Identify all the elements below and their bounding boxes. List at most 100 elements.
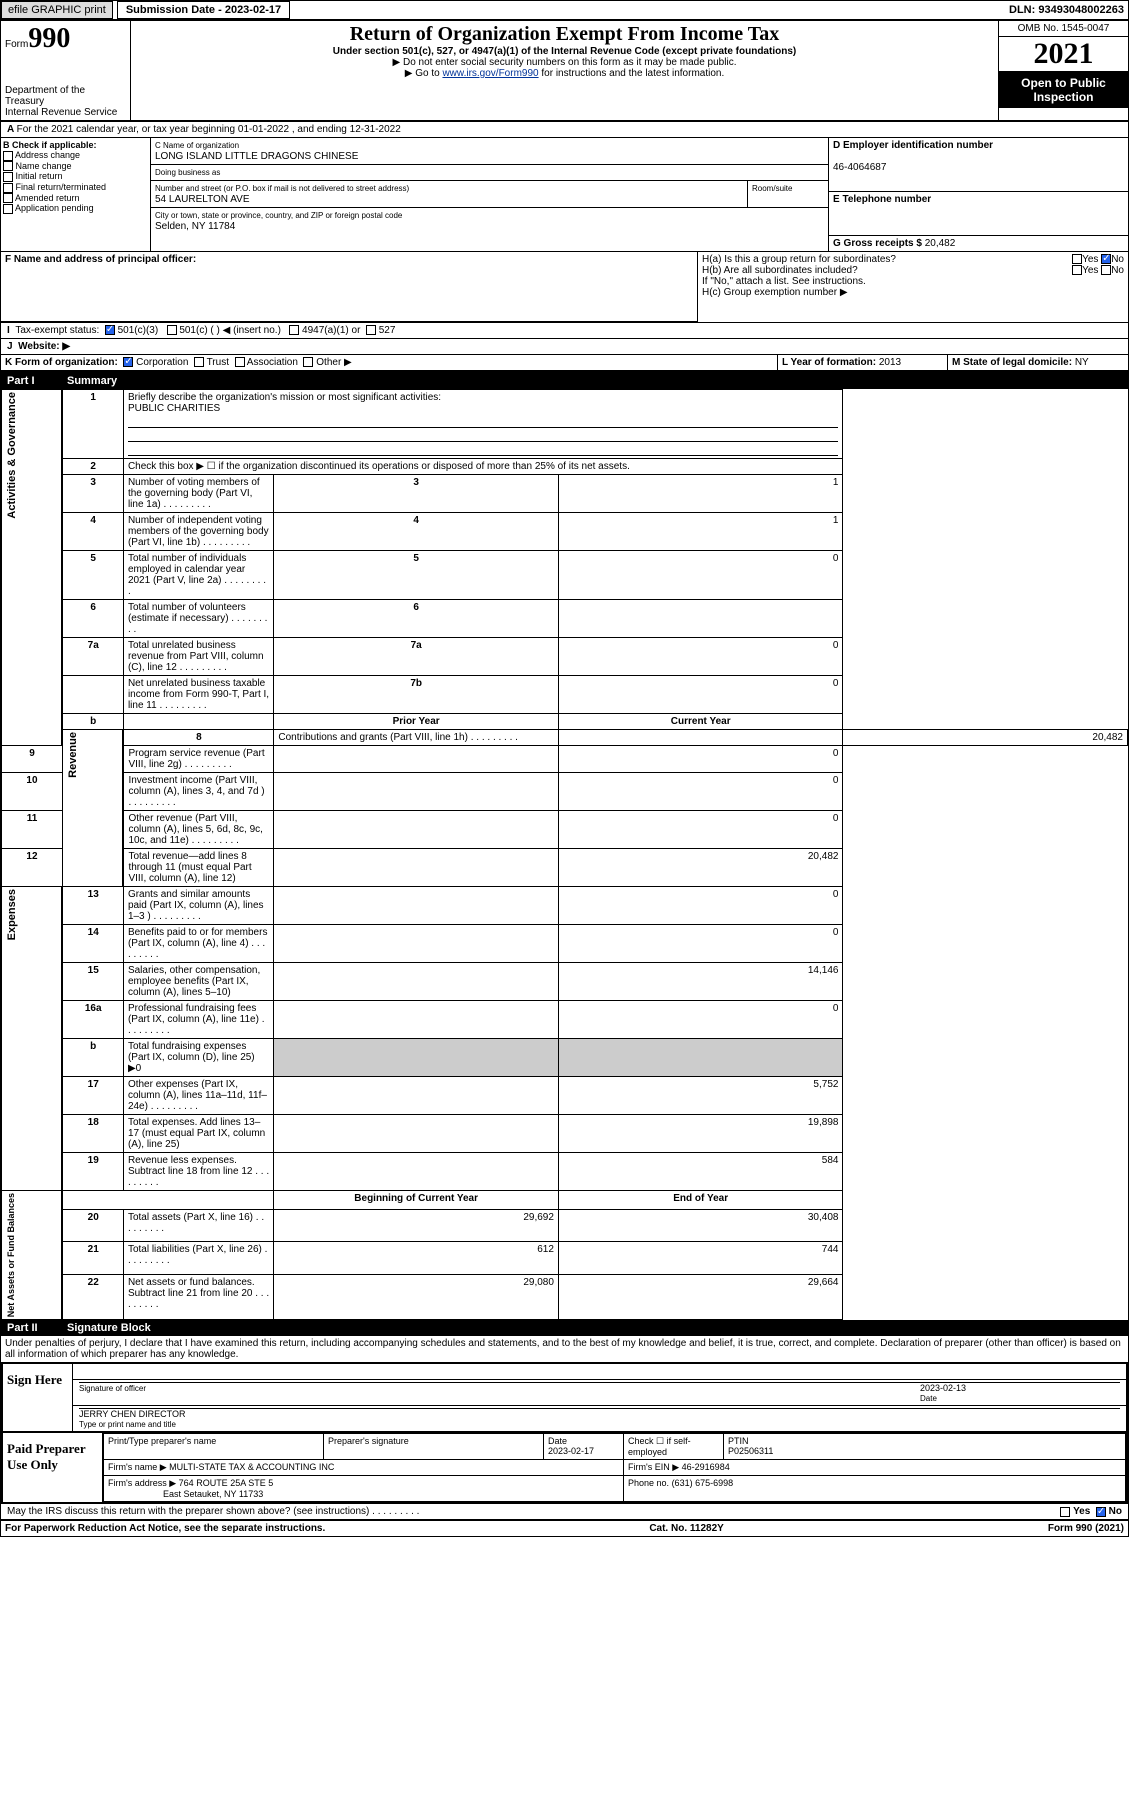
paid-preparer-block: Paid Preparer Use Only Print/Type prepar… (1, 1433, 1128, 1504)
exp-row: 16aProfessional fundraising fees (Part I… (2, 1001, 1128, 1039)
exp-row: 19Revenue less expenses. Subtract line 1… (2, 1153, 1128, 1191)
chk-527[interactable] (366, 325, 376, 335)
h-b-note: If "No," attach a list. See instructions… (702, 276, 1124, 287)
gov-row: 5Total number of individuals employed in… (2, 551, 1128, 600)
year-formation-label: L Year of formation: (782, 357, 876, 368)
efile-print-button[interactable]: efile GRAPHIC print (1, 1, 113, 19)
line1-label: Briefly describe the organization's miss… (128, 392, 441, 403)
gov-row: 6Total number of volunteers (estimate if… (2, 600, 1128, 638)
form-990: 990 (28, 23, 70, 54)
city-state-zip: Selden, NY 11784 (155, 221, 235, 232)
gross-receipts: 20,482 (925, 238, 956, 249)
h-b: H(b) Are all subordinates included? (702, 265, 858, 276)
phone-label: E Telephone number (833, 194, 931, 205)
chk-trust[interactable] (194, 357, 204, 367)
gross-receipts-label: G Gross receipts $ (833, 238, 922, 249)
gov-row: Net unrelated business taxable income fr… (2, 676, 1128, 714)
exp-row: 18Total expenses. Add lines 13–17 (must … (2, 1115, 1128, 1153)
net-row: 20Total assets (Part X, line 16)29,69230… (2, 1210, 1128, 1242)
chk-other[interactable] (303, 357, 313, 367)
footer-left: For Paperwork Reduction Act Notice, see … (5, 1523, 325, 1534)
irs-label: Internal Revenue Service (5, 107, 126, 118)
chk-501c3[interactable] (105, 325, 115, 335)
chk-hb-no[interactable] (1101, 265, 1111, 275)
firm-ein-label: Firm's EIN ▶ (628, 1462, 679, 1472)
vlabel-net-assets: Net Assets or Fund Balances (6, 1193, 16, 1317)
form-title: Return of Organization Exempt From Incom… (137, 23, 992, 46)
sig-date: 2023-02-13 (920, 1383, 966, 1393)
self-employed-chk: Check ☐ if self-employed (624, 1434, 724, 1460)
prep-date: 2023-02-17 (548, 1446, 594, 1456)
paid-preparer-label: Paid Preparer Use Only (3, 1433, 103, 1502)
exp-row: bTotal fundraising expenses (Part IX, co… (2, 1039, 1128, 1077)
dba-label: Doing business as (155, 168, 220, 177)
form-header: Form990 Department of the Treasury Inter… (1, 21, 1128, 122)
chk-name-change[interactable] (3, 161, 13, 171)
line-a-tax-year: A For the 2021 calendar year, or tax yea… (1, 122, 1128, 138)
submission-date: Submission Date - 2023-02-17 (117, 1, 290, 19)
part-2-header: Part IISignature Block (1, 1320, 1128, 1336)
jurat: Under penalties of perjury, I declare th… (1, 1336, 1128, 1364)
chk-initial-return[interactable] (3, 172, 13, 182)
sign-here-label: Sign Here (3, 1364, 73, 1431)
chk-final-return[interactable] (3, 183, 13, 193)
part-1-header: Part ISummary (1, 373, 1128, 389)
footer-mid: Cat. No. 11282Y (649, 1523, 723, 1534)
exp-row: 15Salaries, other compensation, employee… (2, 963, 1128, 1001)
sig-date-label: Date (920, 1394, 937, 1403)
ptin-label: PTIN (728, 1436, 749, 1446)
ein-label: D Employer identification number (833, 140, 993, 151)
firm-name: MULTI-STATE TAX & ACCOUNTING INC (169, 1462, 334, 1472)
form-note-2: ▶ Go to www.irs.gov/Form990 for instruct… (137, 68, 992, 79)
h-c: H(c) Group exemption number ▶ (702, 287, 1124, 298)
firm-phone-label: Phone no. (628, 1478, 669, 1488)
firm-ein: 46-2916984 (682, 1462, 730, 1472)
officer-name-label: Type or print name and title (79, 1420, 176, 1429)
topbar: efile GRAPHIC print Submission Date - 20… (1, 1, 1128, 21)
h-a: H(a) Is this a group return for subordin… (702, 254, 896, 265)
box-h: H(a) Is this a group return for subordin… (698, 252, 1128, 322)
firm-phone: (631) 675-6998 (672, 1478, 734, 1488)
chk-corp[interactable] (123, 357, 133, 367)
box-b-checkboxes: B Check if applicable: Address change Na… (1, 138, 151, 251)
mission-text: PUBLIC CHARITIES (128, 403, 220, 414)
gov-row: 4Number of independent voting members of… (2, 513, 1128, 551)
chk-discuss-no[interactable] (1096, 1507, 1106, 1517)
form-number: Form990 (5, 23, 126, 55)
dept-treasury: Department of the Treasury (5, 85, 126, 107)
page-footer: For Paperwork Reduction Act Notice, see … (1, 1521, 1128, 1536)
chk-address-change[interactable] (3, 151, 13, 161)
vlabel-revenue: Revenue (67, 732, 79, 778)
line2: Check this box ▶ ☐ if the organization d… (123, 459, 843, 475)
box-i: I Tax-exempt status: 501(c)(3) 501(c) ( … (1, 323, 1128, 339)
addr-label: Number and street (or P.O. box if mail i… (155, 184, 409, 193)
org-name: LONG ISLAND LITTLE DRAGONS CHINESE (155, 151, 358, 162)
chk-ha-yes[interactable] (1072, 254, 1082, 264)
vlabel-expenses: Expenses (6, 889, 18, 940)
chk-app-pending[interactable] (3, 204, 13, 214)
net-row: 21Total liabilities (Part X, line 26)612… (2, 1242, 1128, 1274)
chk-amended-return[interactable] (3, 193, 13, 203)
net-row: 22Net assets or fund balances. Subtract … (2, 1274, 1128, 1319)
year-formation: 2013 (879, 357, 901, 368)
firm-addr-label: Firm's address ▶ (108, 1478, 176, 1488)
preparer-name-label: Print/Type preparer's name (104, 1434, 324, 1460)
officer-name: JERRY CHEN DIRECTOR (79, 1409, 186, 1419)
summary-table: Activities & Governance 1 Briefly descri… (1, 389, 1128, 1320)
exp-row: 17Other expenses (Part IX, column (A), l… (2, 1077, 1128, 1115)
col-current: Current Year (558, 714, 843, 730)
chk-4947[interactable] (289, 325, 299, 335)
sig-officer-label: Signature of officer (79, 1384, 146, 1393)
form990-link[interactable]: www.irs.gov/Form990 (442, 68, 538, 79)
omb-number: OMB No. 1545-0047 (999, 21, 1128, 37)
chk-assoc[interactable] (235, 357, 245, 367)
room-suite-label: Room/suite (752, 184, 792, 193)
chk-ha-no[interactable] (1101, 254, 1111, 264)
col-end: End of Year (558, 1191, 843, 1210)
chk-discuss-yes[interactable] (1060, 1507, 1070, 1517)
box-k-label: K Form of organization: (5, 357, 118, 368)
chk-501c[interactable] (167, 325, 177, 335)
domicile-label: M State of legal domicile: (952, 357, 1072, 368)
domicile: NY (1075, 357, 1089, 368)
chk-hb-yes[interactable] (1072, 265, 1082, 275)
